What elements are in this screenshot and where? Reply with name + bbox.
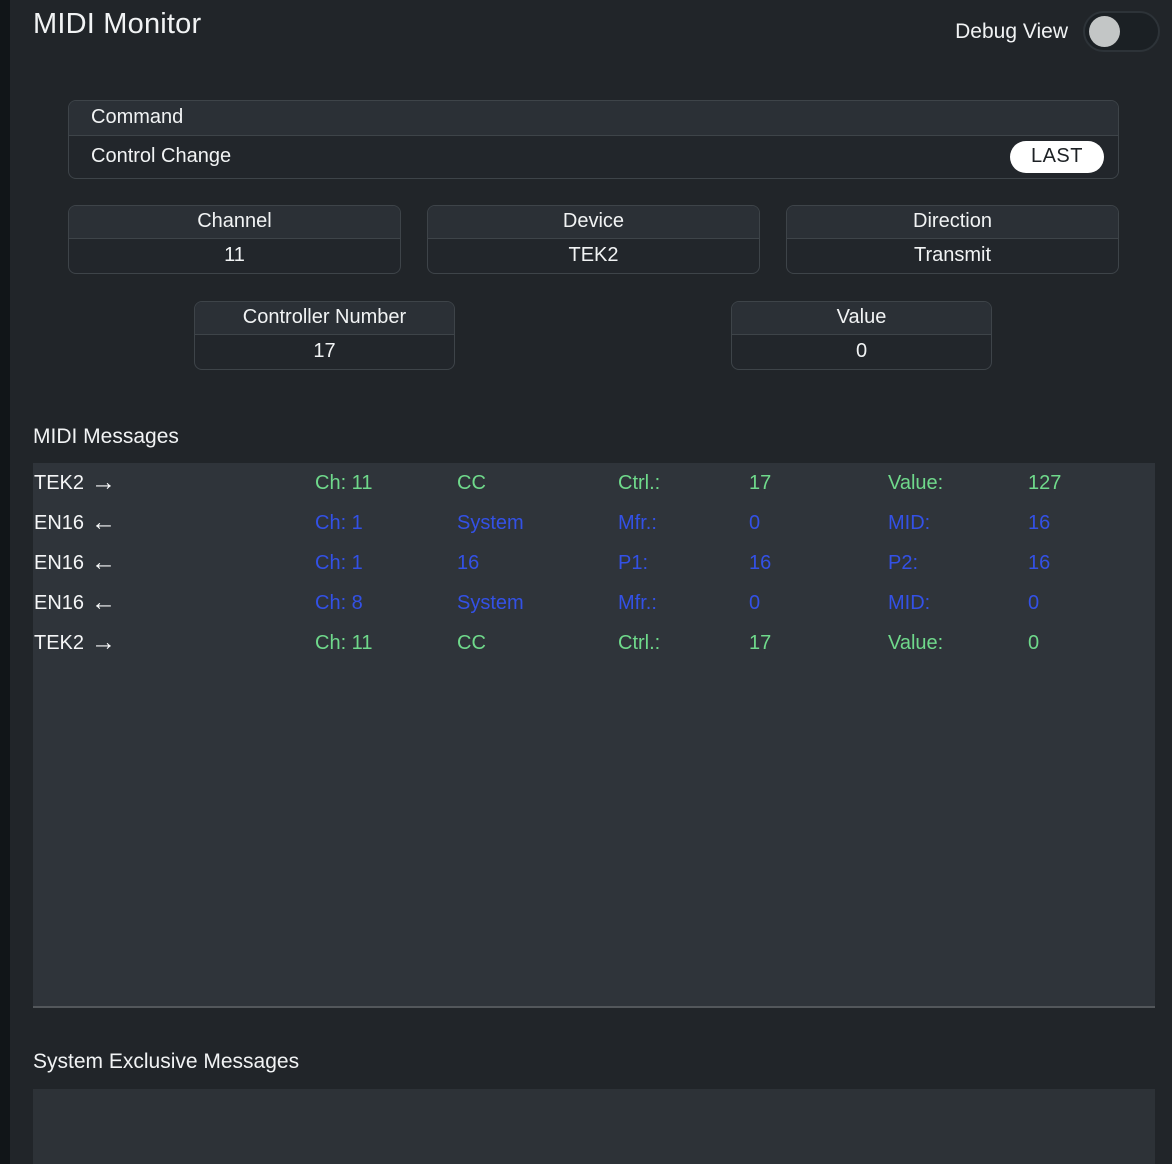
debug-view-label: Debug View <box>955 19 1068 43</box>
debug-view-toggle[interactable] <box>1083 11 1160 52</box>
message-label2: Value: <box>888 631 944 654</box>
sysex-messages-title: System Exclusive Messages <box>33 1050 300 1073</box>
message-channel: Ch: 1 <box>315 511 363 534</box>
message-value1: 16 <box>749 551 772 574</box>
transmit-arrow-icon: → <box>91 627 117 656</box>
midi-messages-list[interactable]: TEK2 → Ch: 11 CC Ctrl.: 17 Value: 127 EN… <box>33 463 1155 1008</box>
message-value2: 127 <box>1028 471 1062 494</box>
direction-panel: Direction Transmit <box>786 205 1119 274</box>
channel-label: Channel <box>69 206 400 239</box>
message-channel: Ch: 11 <box>315 471 373 494</box>
message-device: EN16 ← <box>34 547 117 576</box>
message-type: 16 <box>457 551 480 574</box>
direction-value: Transmit <box>913 244 992 266</box>
device-value: TEK2 <box>568 244 619 266</box>
message-value2: 16 <box>1028 511 1051 534</box>
message-device: TEK2 → <box>34 467 117 496</box>
command-panel-value-row: Control Change LAST <box>69 136 1118 178</box>
midi-messages-title: MIDI Messages <box>33 425 179 448</box>
value-label: Value <box>732 302 991 335</box>
message-channel: Ch: 8 <box>315 591 363 614</box>
command-panel-label: Command <box>69 101 1118 136</box>
message-label2: Value: <box>888 471 944 494</box>
transmit-arrow-icon: → <box>91 467 117 496</box>
channel-panel: Channel 11 <box>68 205 401 274</box>
midi-message-row: TEK2 → Ch: 11 CC Ctrl.: 17 Value: 127 <box>33 463 1155 503</box>
message-value1: 17 <box>749 471 772 494</box>
controller-number-label: Controller Number <box>195 302 454 335</box>
message-value1: 0 <box>749 511 761 534</box>
message-type: System <box>457 511 524 534</box>
message-type: System <box>457 591 524 614</box>
message-label1: Ctrl.: <box>618 631 661 654</box>
toggle-knob <box>1089 16 1120 47</box>
message-device: TEK2 → <box>34 627 117 656</box>
message-label1: Mfr.: <box>618 511 657 534</box>
message-label1: Ctrl.: <box>618 471 661 494</box>
controller-number-value: 17 <box>313 340 336 362</box>
message-label1: P1: <box>618 551 649 574</box>
direction-label: Direction <box>787 206 1118 239</box>
message-value2: 0 <box>1028 631 1040 654</box>
last-button[interactable]: LAST <box>1009 141 1104 173</box>
device-panel: Device TEK2 <box>427 205 760 274</box>
message-label2: MID: <box>888 591 931 614</box>
message-value2: 0 <box>1028 591 1040 614</box>
command-panel: Command Control Change LAST <box>68 100 1119 179</box>
channel-value: 11 <box>224 244 245 266</box>
message-device: EN16 ← <box>34 587 117 616</box>
sysex-messages-list[interactable] <box>33 1089 1155 1164</box>
message-label1: Mfr.: <box>618 591 657 614</box>
controller-number-panel: Controller Number 17 <box>194 301 455 370</box>
device-label: Device <box>428 206 759 239</box>
message-value2: 16 <box>1028 551 1051 574</box>
midi-message-row: TEK2 → Ch: 11 CC Ctrl.: 17 Value: 0 <box>33 623 1155 663</box>
midi-message-row: EN16 ← Ch: 8 System Mfr.: 0 MID: 0 <box>33 583 1155 623</box>
message-value1: 17 <box>749 631 772 654</box>
midi-message-row: EN16 ← Ch: 1 System Mfr.: 0 MID: 16 <box>33 503 1155 543</box>
message-channel: Ch: 11 <box>315 631 373 654</box>
receive-arrow-icon: ← <box>91 547 117 576</box>
command-value: Control Change <box>91 145 232 167</box>
message-device: EN16 ← <box>34 507 117 536</box>
page-title: MIDI Monitor <box>33 8 202 40</box>
midi-message-row: EN16 ← Ch: 1 16 P1: 16 P2: 16 <box>33 543 1155 583</box>
message-type: CC <box>457 631 486 654</box>
left-edge-strip <box>0 0 10 1164</box>
message-channel: Ch: 1 <box>315 551 363 574</box>
message-type: CC <box>457 471 486 494</box>
receive-arrow-icon: ← <box>91 587 117 616</box>
value-value: 0 <box>855 340 868 362</box>
message-value1: 0 <box>749 591 761 614</box>
value-panel: Value 0 <box>731 301 992 370</box>
debug-view-control: Debug View <box>955 8 1160 52</box>
message-label2: P2: <box>888 551 919 574</box>
receive-arrow-icon: ← <box>91 507 117 536</box>
message-label2: MID: <box>888 511 931 534</box>
app-header: MIDI Monitor Debug View <box>0 0 1172 52</box>
